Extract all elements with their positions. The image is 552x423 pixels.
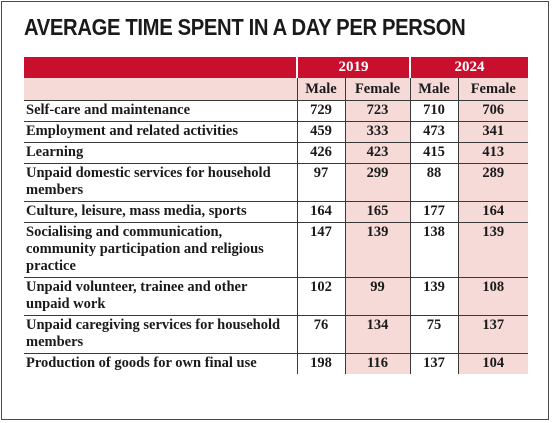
time-use-table: 2019 2024 Male Female Male Female Self-c… (24, 57, 528, 374)
value-2024-male: 75 (409, 315, 458, 354)
value-2019-male: 76 (296, 315, 345, 354)
activity-label: Unpaid caregiving services for household… (24, 315, 297, 354)
value-2019-male: 459 (296, 121, 345, 143)
value-2019-female: 299 (344, 163, 410, 202)
value-2024-male: 88 (409, 163, 458, 202)
value-2024-female: 108 (457, 277, 528, 316)
value-2019-female: 723 (344, 100, 410, 122)
value-2024-female: 289 (457, 163, 528, 202)
year-header-2019: 2019 (296, 57, 410, 78)
activity-label: Production of goods for own final use (26, 355, 257, 371)
value-2024-female: 341 (457, 121, 528, 143)
value-2019-male: 426 (296, 142, 345, 164)
value-2024-female: 164 (457, 201, 528, 223)
table-row: Culture, leisure, mass media, sports 164 1… (24, 201, 528, 223)
activity-label: Culture, leisure, mass media, sports (24, 201, 297, 223)
value-2019-male: 102 (296, 277, 345, 316)
value-2024-female: 139 (457, 222, 528, 278)
value-2019-male: 97 (296, 163, 345, 202)
activity-label: Socialising and communication, community… (24, 222, 297, 278)
value-2024-male: 139 (409, 277, 458, 316)
sex-header-blank (24, 78, 297, 101)
value-2019-male: 198 (296, 353, 345, 374)
value-2024-female: 706 (457, 100, 528, 122)
value-2019-male: 147 (296, 222, 345, 278)
year-header-2024: 2024 (409, 57, 528, 78)
header-2019-female: Female (344, 78, 410, 101)
value-2019-female: 333 (344, 121, 410, 143)
table-row: Self-care and maintenance 729 723 710 706 (24, 100, 528, 122)
activity-label: Learning (24, 142, 297, 164)
value-2024-male: 710 (409, 100, 458, 122)
value-2024-female: 137 (457, 315, 528, 354)
value-2019-male: 729 (296, 100, 345, 122)
header-2024-male: Male (409, 78, 458, 101)
value-2024-female: 104 (457, 353, 528, 374)
value-2019-female: 165 (344, 201, 410, 223)
table-row: Learning 426 423 415 413 (24, 142, 528, 164)
value-2019-female: 134 (344, 315, 410, 354)
value-2024-male: 138 (409, 222, 458, 278)
value-2024-female: 413 (457, 142, 528, 164)
value-2019-female: 116 (344, 353, 410, 374)
value-2019-male: 164 (296, 201, 345, 223)
table-row: Employment and related activities 459 333 4… (24, 121, 528, 143)
table-row: Unpaid domestic services for household m… (24, 163, 528, 202)
value-2024-male: 177 (409, 201, 458, 223)
value-2024-male: 415 (409, 142, 458, 164)
activity-label: Unpaid volunteer, trainee and other unpa… (24, 277, 297, 316)
table-row: Unpaid caregiving services for household… (24, 315, 528, 354)
value-2024-male: 137 (409, 353, 458, 374)
activity-label: Self-care and maintenance (24, 100, 297, 122)
table-row: Socialising and communication, community… (24, 222, 528, 278)
activity-label: Unpaid domestic services for household m… (24, 163, 297, 202)
value-2019-female: 423 (344, 142, 410, 164)
header-2019-male: Male (296, 78, 345, 101)
table-row: Unpaid volunteer, trainee and other unpa… (24, 277, 528, 316)
year-header-row: 2019 2024 (24, 57, 528, 78)
sex-header-row: Male Female Male Female (24, 78, 528, 101)
value-2024-male: 473 (409, 121, 458, 143)
value-2019-female: 99 (344, 277, 410, 316)
activity-label: Employment and related activities (24, 121, 297, 143)
header-2024-female: Female (457, 78, 528, 101)
year-header-blank (24, 57, 297, 78)
chart-title: AVERAGE TIME SPENT IN A DAY PER PERSON (24, 14, 466, 40)
value-2019-female: 139 (344, 222, 410, 278)
table-body: Self-care and maintenance 729 723 710 706 Emp… (24, 100, 528, 374)
table-row: Production of goods for own final use 198… (24, 353, 528, 374)
